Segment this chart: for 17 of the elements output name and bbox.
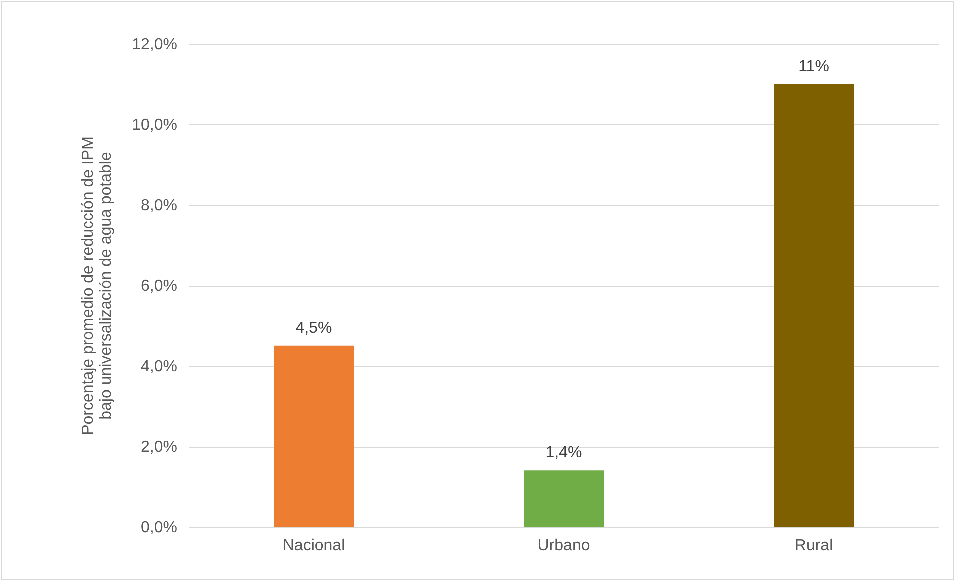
y-tick-label: 0,0% — [141, 520, 178, 536]
x-tick-label: Urbano — [538, 538, 590, 554]
y-tick-label: 8,0% — [141, 198, 178, 214]
bar — [274, 346, 354, 527]
y-tick-label: 10,0% — [132, 117, 178, 134]
y-tick-label: 12,0% — [132, 36, 178, 54]
x-tick-label: Nacional — [282, 538, 346, 554]
bar — [524, 470, 604, 527]
y-tick-label: 6,0% — [141, 278, 178, 295]
y-tick-label: 4,0% — [141, 358, 178, 376]
bar — [774, 84, 854, 527]
x-tick-label: Rural — [794, 538, 834, 554]
y-axis-title: Porcentaje promedio de reducción de IPM bajo universalización de agua potable — [80, 136, 116, 436]
data-label: 11% — [798, 58, 830, 76]
data-label: 1,4% — [546, 444, 582, 462]
data-label: 4,5% — [296, 320, 332, 337]
y-tick-label: 2,0% — [141, 439, 178, 456]
